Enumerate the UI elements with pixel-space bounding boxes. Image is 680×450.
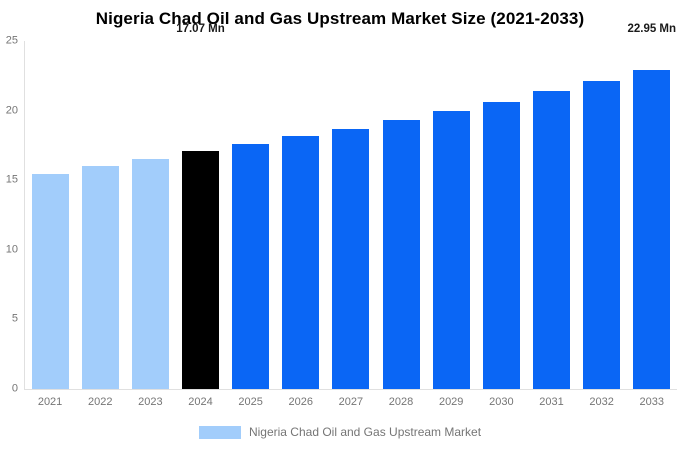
bar[interactable]: [282, 135, 320, 389]
legend: Nigeria Chad Oil and Gas Upstream Market: [0, 425, 680, 439]
legend-swatch: [198, 425, 241, 439]
bar-value-label: 17.07 Mn: [176, 22, 225, 35]
x-axis-tick-label: 2021: [37, 396, 63, 408]
bar-column: 2032: [583, 41, 621, 408]
bar[interactable]: [131, 159, 169, 389]
x-axis-tick-label: 2032: [589, 396, 614, 408]
bar-column: 2028: [382, 41, 420, 408]
x-axis-tick-label: 2025: [238, 396, 263, 408]
bar-column: 2023: [131, 41, 169, 408]
bar-column: 2021: [31, 41, 69, 408]
x-axis-tick-label: 2022: [87, 396, 113, 408]
bar-value-label: 22.95 Mn: [627, 22, 677, 35]
y-axis-tick-label: 10: [5, 243, 18, 256]
bar-column: 2027: [332, 41, 370, 408]
bar[interactable]: [81, 166, 119, 389]
bar-column: 17.07 Mn 2024: [176, 23, 225, 408]
bar-column: 2025: [232, 41, 270, 408]
bar[interactable]: 17.07 Mn: [176, 23, 225, 389]
bar[interactable]: [532, 91, 570, 389]
x-axis-tick-label: 2028: [388, 396, 414, 408]
y-axis-tick-label: 5: [11, 312, 18, 325]
bar-column: 2030: [482, 41, 520, 408]
bar[interactable]: [232, 144, 270, 389]
x-axis-tick-label: 2026: [288, 396, 314, 408]
x-axis-tick-label: 2024: [188, 396, 213, 408]
x-axis-tick-label: 2033: [639, 396, 664, 408]
x-axis-tick-label: 2030: [489, 396, 514, 408]
x-axis-tick-label: 2027: [338, 396, 364, 408]
y-axis-tick-label: 0: [11, 382, 18, 395]
bar[interactable]: [432, 110, 470, 389]
x-axis-tick-label: 2029: [438, 396, 464, 408]
bar[interactable]: 22.95 Mn: [627, 23, 676, 389]
legend-item[interactable]: Nigeria Chad Oil and Gas Upstream Market: [198, 425, 482, 439]
legend-label: Nigeria Chad Oil and Gas Upstream Market: [248, 425, 482, 439]
y-axis-tick-label: 15: [5, 173, 18, 186]
bar[interactable]: [31, 173, 69, 389]
bar-column: 2022: [81, 41, 119, 408]
bar-column: 22.95 Mn 2033: [627, 23, 676, 408]
chart-title: Nigeria Chad Oil and Gas Upstream Market…: [95, 9, 585, 28]
bar-column: 2029: [432, 41, 470, 408]
x-axis-tick-label: 2031: [539, 396, 564, 408]
y-axis-tick-label: 25: [5, 34, 18, 47]
x-axis-tick-label: 2023: [138, 396, 163, 408]
plot-area: 2021 2022 2023 17.07 Mn 2024 2025 2026: [24, 23, 677, 408]
bar[interactable]: [583, 80, 621, 389]
bar[interactable]: [382, 120, 420, 389]
bar[interactable]: [332, 128, 370, 389]
bar-column: 2031: [532, 41, 570, 408]
bar[interactable]: [482, 101, 520, 389]
y-axis: 0 5 10 15 20 25: [0, 35, 20, 394]
bar-column: 2026: [282, 41, 320, 408]
y-axis-tick-label: 20: [5, 104, 18, 117]
